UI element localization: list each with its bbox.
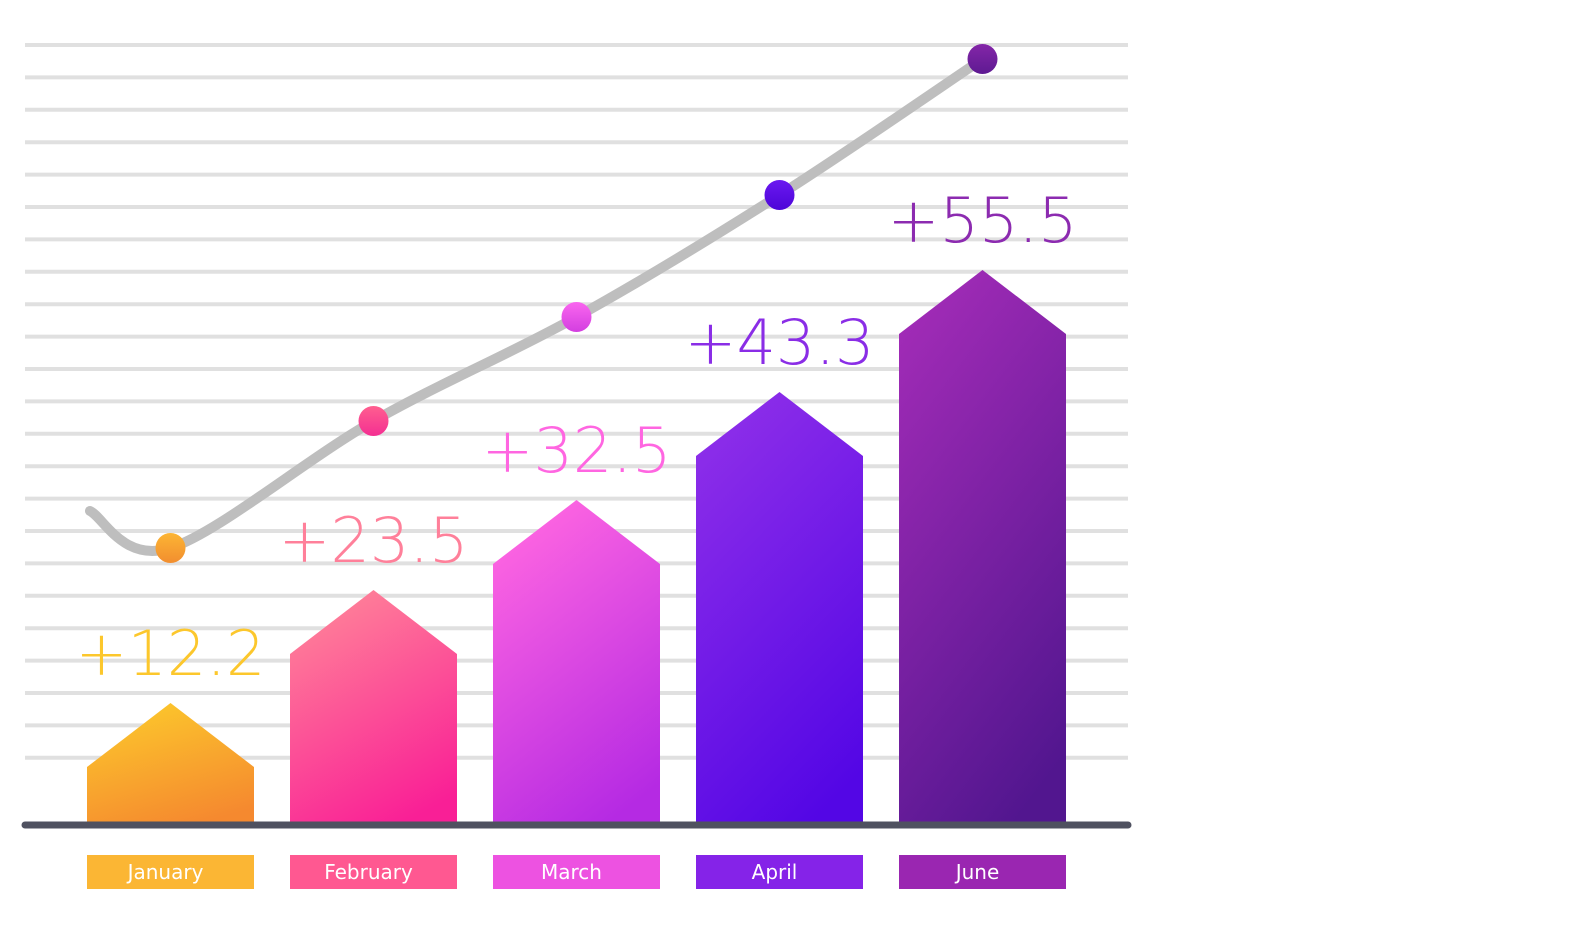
bars bbox=[87, 270, 1066, 822]
category-label-june: June bbox=[954, 860, 1000, 884]
category-label-march: March bbox=[541, 860, 602, 884]
bar-february bbox=[290, 590, 457, 822]
trend-point-april bbox=[764, 180, 795, 210]
value-label-march: +32.5 bbox=[482, 414, 672, 487]
category-tag-march bbox=[493, 855, 660, 889]
value-label-february: +23.5 bbox=[279, 504, 469, 577]
value-label-june: +55.5 bbox=[888, 184, 1078, 257]
bar-june bbox=[899, 270, 1066, 822]
trend-point-february bbox=[358, 406, 389, 436]
trend-point-january bbox=[155, 533, 186, 563]
category-label-january: January bbox=[126, 860, 204, 884]
category-label-april: April bbox=[752, 860, 798, 884]
value-labels: +12.2+23.5+32.5+43.3+55.5 bbox=[76, 184, 1078, 690]
bar-march bbox=[493, 500, 660, 822]
value-label-january: +12.2 bbox=[76, 617, 266, 690]
trend-point-march bbox=[561, 302, 592, 332]
trend-line bbox=[85, 44, 998, 563]
category-tags: January February March April June bbox=[87, 855, 1066, 889]
bar-january bbox=[87, 703, 254, 822]
trend-point-june bbox=[967, 44, 998, 74]
category-label-february: February bbox=[324, 860, 413, 884]
bar-april bbox=[696, 392, 863, 822]
category-tag-january bbox=[87, 855, 254, 889]
category-tag-june bbox=[899, 855, 1066, 889]
category-tag-february bbox=[290, 855, 457, 889]
category-tag-april bbox=[696, 855, 863, 889]
value-label-april: +43.3 bbox=[685, 306, 875, 379]
